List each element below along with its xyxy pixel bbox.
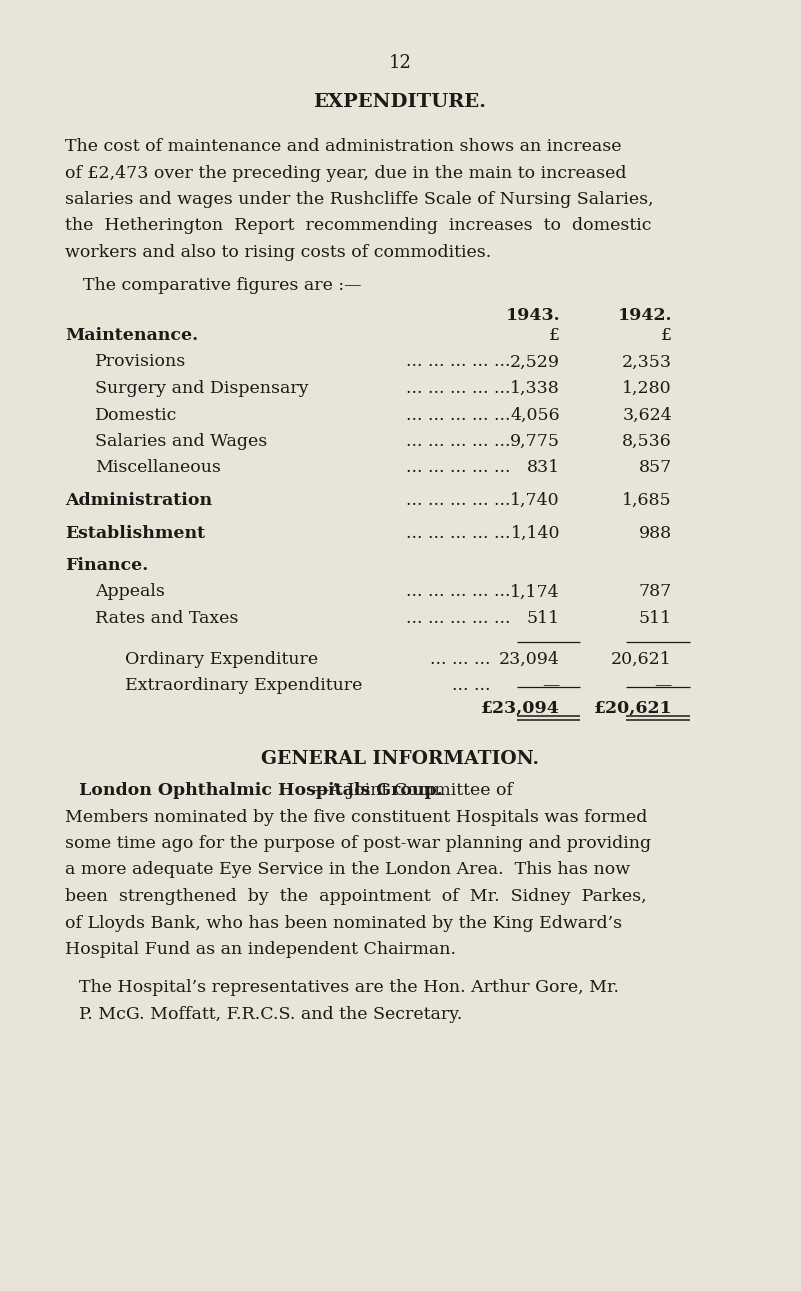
Text: £20,621: £20,621	[594, 700, 672, 717]
Text: ... ... ... ... ...: ... ... ... ... ...	[405, 380, 510, 398]
Text: 4,056: 4,056	[510, 407, 560, 423]
Text: been  strengthened  by  the  appointment  of  Mr.  Sidney  Parkes,: been strengthened by the appointment of …	[65, 888, 646, 905]
Text: —: —	[542, 676, 560, 695]
Text: Domestic: Domestic	[95, 407, 177, 423]
Text: 2,529: 2,529	[510, 354, 560, 371]
Text: of £2,473 over the preceding year, due in the main to increased: of £2,473 over the preceding year, due i…	[65, 164, 626, 182]
Text: ... ... ... ... ...: ... ... ... ... ...	[405, 354, 510, 371]
Text: 1942.: 1942.	[618, 307, 672, 324]
Text: ... ... ... ... ...: ... ... ... ... ...	[405, 524, 510, 541]
Text: ... ... ... ... ...: ... ... ... ... ...	[405, 611, 510, 627]
Text: Administration: Administration	[65, 492, 212, 509]
Text: 2,353: 2,353	[622, 354, 672, 371]
Text: Maintenance.: Maintenance.	[65, 327, 198, 343]
Text: 787: 787	[638, 584, 672, 600]
Text: £23,094: £23,094	[481, 700, 560, 717]
Text: 1,685: 1,685	[622, 492, 672, 509]
Text: Salaries and Wages: Salaries and Wages	[95, 432, 268, 451]
Text: Hospital Fund as an independent Chairman.: Hospital Fund as an independent Chairman…	[65, 941, 456, 958]
Text: 20,621: 20,621	[611, 651, 672, 667]
Text: 988: 988	[639, 524, 672, 541]
Text: ... ... ... ... ...: ... ... ... ... ...	[405, 492, 510, 509]
Text: Extraordinary Expenditure: Extraordinary Expenditure	[125, 676, 362, 695]
Text: 12: 12	[388, 54, 412, 72]
Text: £: £	[661, 327, 672, 343]
Text: P. McG. Moffatt, F.R.C.S. and the Secretary.: P. McG. Moffatt, F.R.C.S. and the Secret…	[79, 1006, 462, 1022]
Text: 1,280: 1,280	[622, 380, 672, 398]
Text: ... ... ...: ... ... ...	[429, 651, 490, 667]
Text: Rates and Taxes: Rates and Taxes	[95, 611, 239, 627]
Text: 831: 831	[527, 460, 560, 476]
Text: ... ... ... ... ...: ... ... ... ... ...	[405, 432, 510, 451]
Text: ... ... ... ... ...: ... ... ... ... ...	[405, 460, 510, 476]
Text: EXPENDITURE.: EXPENDITURE.	[313, 93, 486, 111]
Text: a more adequate Eye Service in the London Area.  This has now: a more adequate Eye Service in the Londo…	[65, 861, 630, 878]
Text: London Ophthalmic Hospitals Group.: London Ophthalmic Hospitals Group.	[79, 782, 443, 799]
Text: Appeals: Appeals	[95, 584, 165, 600]
Text: The cost of maintenance and administration shows an increase: The cost of maintenance and administrati…	[65, 138, 622, 155]
Text: 1943.: 1943.	[505, 307, 560, 324]
Text: Ordinary Expenditure: Ordinary Expenditure	[125, 651, 318, 667]
Text: Establishment: Establishment	[65, 524, 205, 541]
Text: ... ... ... ... ...: ... ... ... ... ...	[405, 407, 510, 423]
Text: The comparative figures are :—: The comparative figures are :—	[83, 276, 361, 293]
Text: 23,094: 23,094	[499, 651, 560, 667]
Text: Miscellaneous: Miscellaneous	[95, 460, 221, 476]
Text: 1,174: 1,174	[510, 584, 560, 600]
Text: —: —	[654, 676, 672, 695]
Text: ... ... ... ... ...: ... ... ... ... ...	[405, 584, 510, 600]
Text: £: £	[549, 327, 560, 343]
Text: Provisions: Provisions	[95, 354, 187, 371]
Text: Surgery and Dispensary: Surgery and Dispensary	[95, 380, 308, 398]
Text: Members nominated by the five constituent Hospitals was formed: Members nominated by the five constituen…	[65, 808, 647, 825]
Text: Finance.: Finance.	[65, 556, 148, 574]
Text: 1,740: 1,740	[510, 492, 560, 509]
Text: 8,536: 8,536	[622, 432, 672, 451]
Text: of Lloyds Bank, who has been nominated by the King Edward’s: of Lloyds Bank, who has been nominated b…	[65, 914, 622, 932]
Text: The Hospital’s representatives are the Hon. Arthur Gore, Mr.: The Hospital’s representatives are the H…	[79, 980, 619, 997]
Text: GENERAL INFORMATION.: GENERAL INFORMATION.	[261, 750, 539, 768]
Text: 511: 511	[639, 611, 672, 627]
Text: 1,140: 1,140	[510, 524, 560, 541]
Text: the  Hetherington  Report  recommending  increases  to  domestic: the Hetherington Report recommending inc…	[65, 217, 651, 235]
Text: 857: 857	[638, 460, 672, 476]
Text: —A Joint Committee of: —A Joint Committee of	[312, 782, 513, 799]
Text: ... ...: ... ...	[452, 676, 490, 695]
Text: 9,775: 9,775	[510, 432, 560, 451]
Text: workers and also to rising costs of commodities.: workers and also to rising costs of comm…	[65, 244, 491, 261]
Text: salaries and wages under the Rushcliffe Scale of Nursing Salaries,: salaries and wages under the Rushcliffe …	[65, 191, 654, 208]
Text: 1,338: 1,338	[510, 380, 560, 398]
Text: 511: 511	[527, 611, 560, 627]
Text: some time ago for the purpose of post-war planning and providing: some time ago for the purpose of post-wa…	[65, 835, 651, 852]
Text: 3,624: 3,624	[622, 407, 672, 423]
